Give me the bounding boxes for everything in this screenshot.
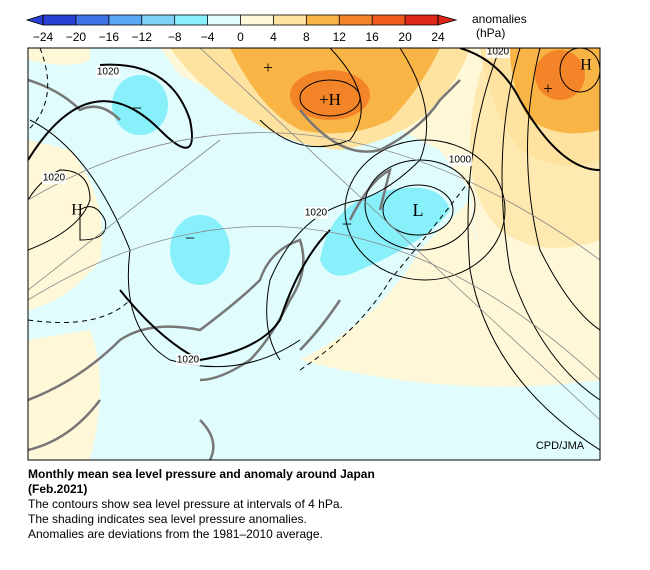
colorbar-tick-label: 8 [303,30,310,44]
colorbar: −24 −20 −16 −12 −8 −4 0 4 8 12 16 20 24 [25,14,458,44]
pressure-center: − [132,98,142,118]
colorbar-segment [240,15,274,25]
contour-label: 1020 [177,355,200,366]
contour-label-bg [448,154,472,166]
colorbar-tick-label: −20 [66,30,87,44]
colorbar-tick-label: −24 [33,30,54,44]
contour-label-bg [304,207,328,219]
contour-label-bg [42,172,66,184]
colorbar-unit: (hPa) [476,26,505,40]
colorbar-arrow [25,14,44,26]
colorbar-tick-label: 12 [333,30,347,44]
contour-label: 1020 [43,173,66,184]
caption-line: Anomalies are deviations from the 1981–2… [28,527,323,541]
colorbar-arrow [437,14,458,26]
map: 1020 1020 1020 1020 1000 1020 H L H +H + + − − − CPD/J… [28,47,600,460]
colorbar-tick-label: 0 [237,30,244,44]
colorbar-segment [339,15,373,25]
pressure-center: H [580,57,592,74]
colorbar-segment [174,15,208,25]
pressure-center: − [342,214,352,234]
colorbar-tick-label: 4 [270,30,277,44]
figure: −24 −20 −16 −12 −8 −4 0 4 8 12 16 20 24 anomalies (h… [25,12,601,461]
colorbar-tick-label: −8 [168,30,182,44]
colorbar-segment [306,15,340,25]
contour-label-bg [176,354,200,366]
colorbar-tick-label: 20 [398,30,412,44]
colorbar-segment [75,15,109,25]
pressure-center: − [185,228,195,248]
map-frame [27,47,601,461]
colorbar-segment [108,15,142,25]
colorbar-label: anomalies [472,12,527,26]
colorbar-segment [43,15,76,25]
pressure-center: L [413,200,424,220]
colorbar-segment [273,15,307,25]
caption-line: The contours show sea level pressure at … [28,497,343,511]
caption-line: The shading indicates sea level pressure… [28,512,307,526]
colorbar-segment [207,15,241,25]
caption-title: (Feb.2021) [28,482,88,496]
colorbar-tick-label: −12 [132,30,153,44]
colorbar-tick-label: −16 [99,30,120,44]
colorbar-tick-label: 16 [365,30,379,44]
contour-label: 1000 [449,155,472,166]
contour-label: 1020 [487,47,510,58]
colorbar-segment [372,15,406,25]
pressure-center: +H [319,90,341,109]
pressure-center: + [543,79,553,98]
contour-label-bg [96,66,120,78]
credit: CPD/JMA [536,440,585,452]
pressure-center: + [263,58,273,77]
colorbar-tick-label: −4 [201,30,215,44]
colorbar-segment [405,15,438,25]
colorbar-tick-label: 24 [431,30,445,44]
contour-label: 1020 [97,67,120,78]
contour-label-bg [486,48,510,58]
colorbar-segment [141,15,175,25]
contour-label: 1020 [305,208,328,219]
caption-title: Monthly mean sea level pressure and anom… [28,467,375,481]
pressure-center: H [71,202,83,219]
